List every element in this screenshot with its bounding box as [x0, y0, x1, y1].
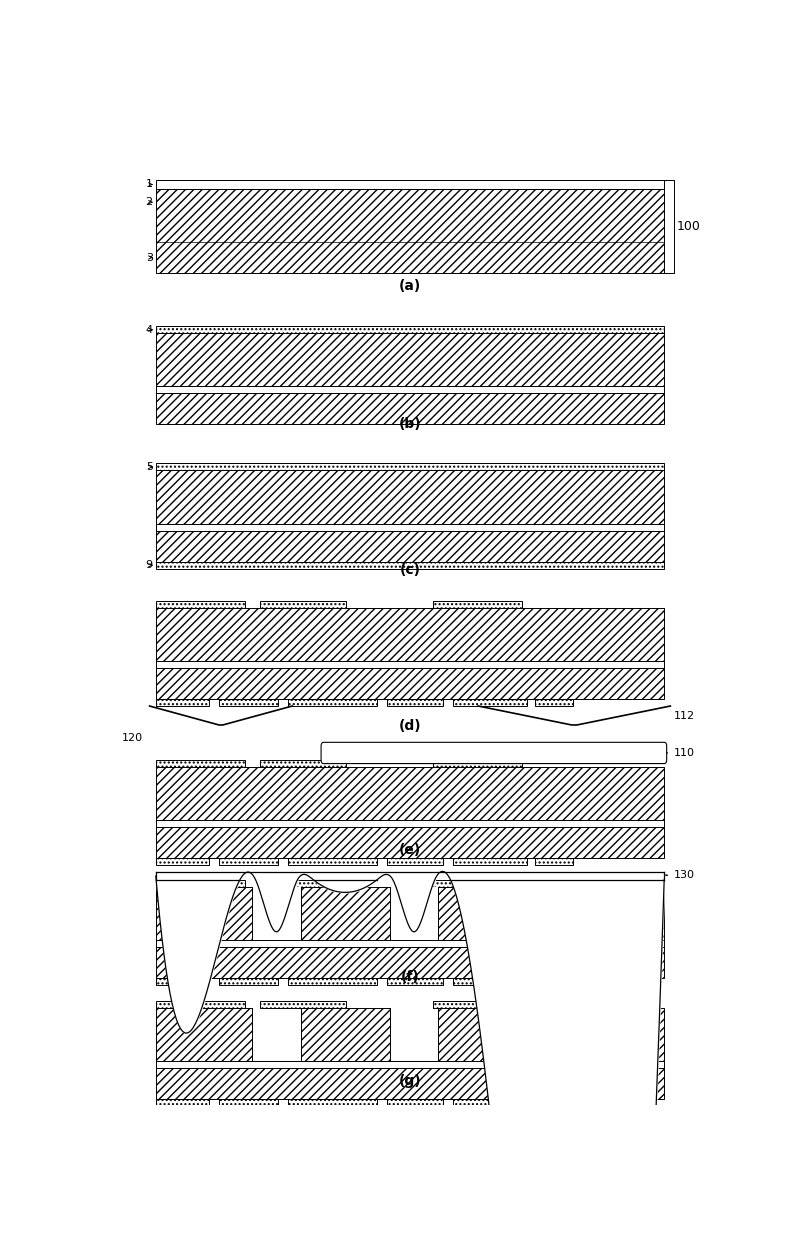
Bar [219, 1099, 278, 1107]
Text: 110: 110 [674, 748, 694, 758]
Bar [156, 386, 664, 394]
Text: 5: 5 [146, 462, 153, 472]
Bar [156, 601, 245, 607]
Bar [260, 601, 346, 607]
Bar [534, 977, 573, 985]
Bar [156, 768, 664, 820]
Bar [156, 1009, 252, 1061]
Bar [260, 1001, 346, 1009]
Bar [219, 858, 278, 866]
Text: 3: 3 [146, 252, 153, 262]
Bar [156, 607, 664, 612]
Bar [156, 858, 209, 866]
Bar [454, 858, 527, 866]
Bar [288, 699, 377, 705]
Bar [156, 879, 245, 887]
Bar [219, 977, 278, 985]
Text: 9: 9 [146, 560, 153, 570]
Bar [301, 887, 390, 940]
Bar [156, 977, 209, 985]
Bar [156, 189, 664, 273]
Bar [387, 1099, 443, 1107]
Bar [387, 977, 443, 985]
Text: (d): (d) [398, 719, 422, 733]
Text: 2: 2 [146, 197, 153, 207]
FancyBboxPatch shape [321, 743, 666, 764]
Bar [288, 977, 377, 985]
Bar [454, 1099, 527, 1107]
Text: (e): (e) [399, 843, 421, 857]
Bar [534, 1099, 573, 1107]
Bar [288, 1099, 377, 1107]
Bar [156, 394, 664, 425]
Bar [156, 327, 664, 333]
Bar [534, 858, 573, 866]
Bar [156, 1068, 664, 1099]
Bar [156, 180, 664, 189]
Bar [534, 699, 573, 705]
Text: 4: 4 [146, 324, 153, 334]
Text: 112: 112 [674, 710, 694, 720]
Bar [433, 879, 522, 887]
Bar [156, 820, 664, 827]
Bar [156, 607, 664, 661]
Bar [156, 463, 664, 471]
Bar [433, 760, 522, 768]
Bar [387, 858, 443, 866]
Bar [438, 1009, 664, 1061]
Bar [156, 946, 664, 977]
Bar [433, 1001, 522, 1009]
Bar [288, 858, 377, 866]
Bar [156, 530, 664, 561]
Bar [156, 940, 664, 946]
Bar [387, 699, 443, 705]
Bar [156, 333, 664, 386]
Text: (c): (c) [399, 563, 421, 576]
Bar [390, 887, 438, 940]
Bar [156, 760, 245, 768]
Text: (f): (f) [401, 970, 419, 984]
Bar [156, 471, 664, 524]
Bar [433, 601, 522, 607]
Bar [454, 977, 527, 985]
Bar [156, 524, 664, 530]
Bar [219, 699, 278, 705]
Text: (g): (g) [398, 1073, 422, 1088]
Bar [156, 827, 664, 858]
Bar [156, 699, 209, 705]
Text: 130: 130 [674, 871, 694, 881]
Bar [260, 879, 346, 887]
Bar [260, 760, 346, 768]
Bar [454, 699, 527, 705]
Text: 120: 120 [122, 733, 143, 743]
Bar [252, 887, 301, 940]
Bar [156, 1061, 664, 1068]
Text: (b): (b) [398, 416, 422, 431]
Text: 1: 1 [146, 179, 153, 190]
Bar [301, 1009, 390, 1061]
Bar [156, 668, 664, 699]
Bar [156, 1001, 245, 1009]
Bar [156, 661, 664, 668]
Bar [156, 561, 664, 569]
Bar [156, 1099, 209, 1107]
Bar [438, 887, 664, 940]
Text: 100: 100 [677, 220, 701, 233]
Bar [156, 887, 252, 940]
Text: (a): (a) [399, 279, 421, 293]
